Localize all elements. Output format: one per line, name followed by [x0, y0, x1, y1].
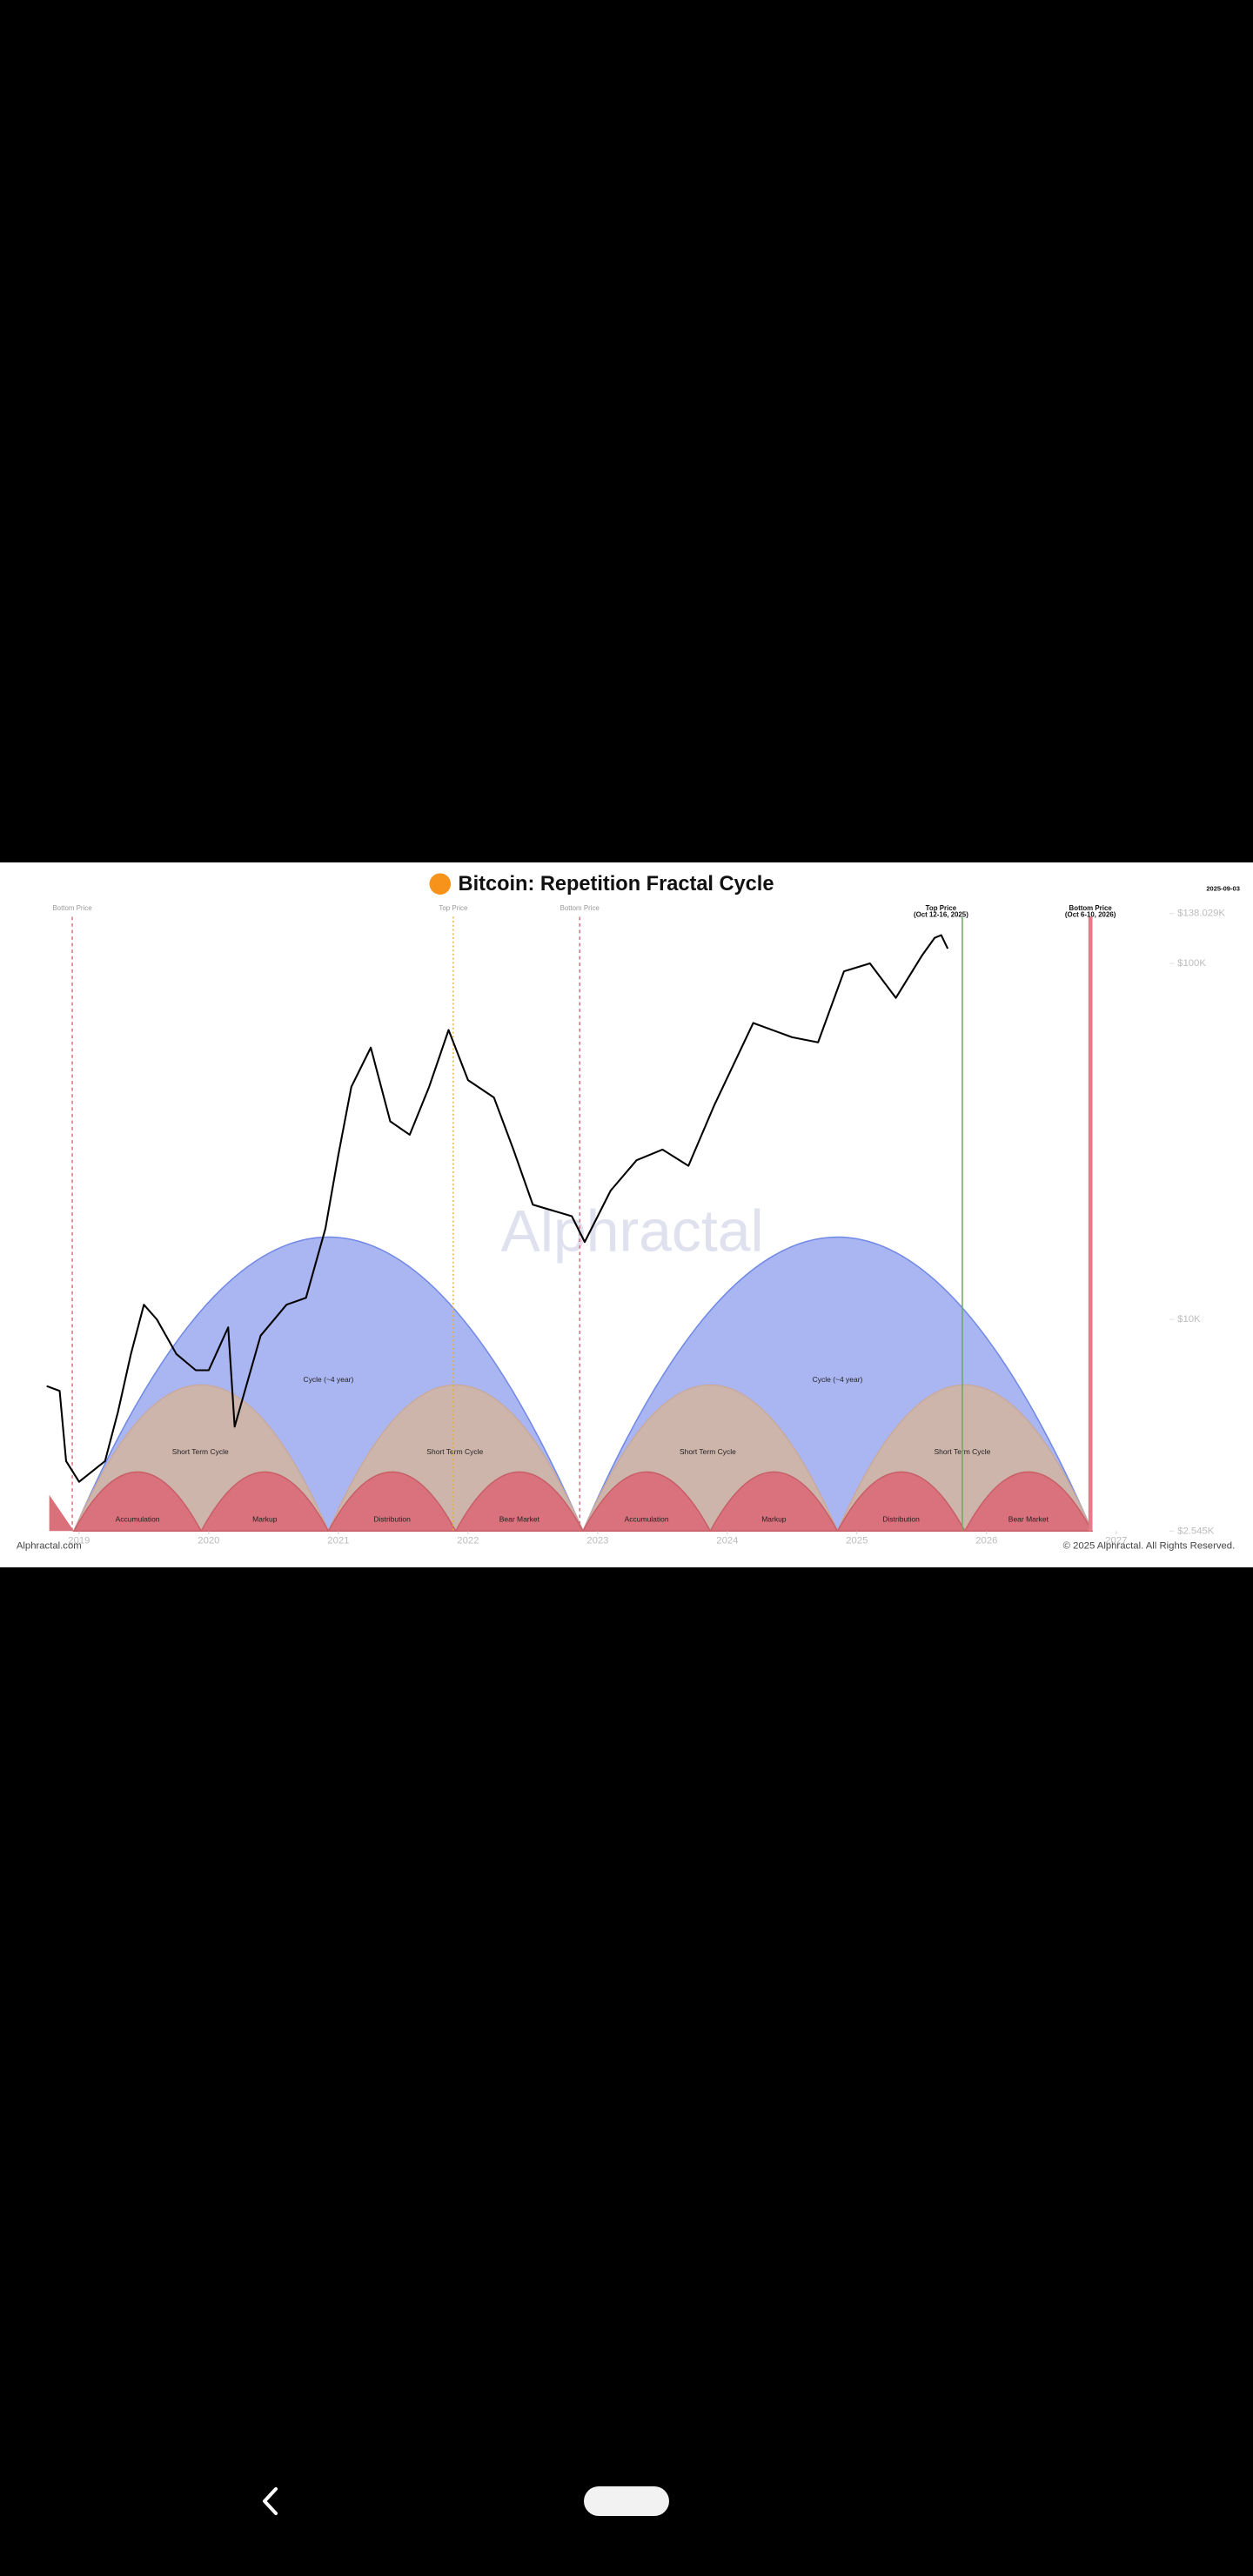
cycle-label: Cycle (~4 year)	[304, 1375, 354, 1384]
x-tick-label: 2026	[975, 1536, 997, 1546]
x-tick-label: 2021	[327, 1536, 349, 1546]
phase-label: Accumulation	[116, 1514, 160, 1523]
phase-label: Distribution	[373, 1514, 411, 1523]
y-tick-label: $2.545K	[1177, 1526, 1215, 1536]
phase-arc	[836, 1471, 967, 1533]
home-button[interactable]	[584, 2486, 669, 2516]
copyright-label: © 2025 Alphractal. All Rights Reserved.	[1063, 1540, 1236, 1551]
date-label: 2025-09-03	[1206, 884, 1240, 892]
phase-label: Bear Market	[1008, 1514, 1049, 1523]
phase-arc	[963, 1471, 1094, 1533]
x-tick-label: 2024	[716, 1536, 738, 1546]
x-tick-label: 2019	[68, 1536, 90, 1546]
chart: Bitcoin: Repetition Fractal Cycle 2025-0…	[0, 862, 1253, 1567]
annotation-label: Top Price	[439, 904, 468, 912]
x-tick-label: 2020	[198, 1536, 219, 1546]
phase-arc	[708, 1471, 839, 1533]
annotation-label: Bottom Price	[1069, 904, 1113, 912]
phase-arc	[327, 1471, 457, 1533]
x-tick-label: 2023	[586, 1536, 608, 1546]
phase-label: Bear Market	[499, 1514, 540, 1523]
y-tick-label: $138.029K	[1177, 909, 1225, 919]
short-cycle-label: Short Term Cycle	[680, 1447, 736, 1456]
cycle-label: Cycle (~4 year)	[813, 1375, 863, 1384]
x-tick-label: 2022	[457, 1536, 479, 1546]
phase-label: Distribution	[882, 1514, 920, 1523]
annotation-note: (Oct 6-10, 2026)	[1065, 911, 1116, 919]
phase-arc	[199, 1471, 330, 1533]
short-cycle-label: Short Term Cycle	[426, 1447, 483, 1456]
y-tick-label: $10K	[1177, 1314, 1201, 1325]
phase-arc	[72, 1471, 203, 1533]
phase-label: Markup	[761, 1514, 787, 1523]
chart-title: Bitcoin: Repetition Fractal Cycle	[459, 872, 774, 895]
annotation-label: Bottom Price	[52, 904, 92, 912]
short-cycle-label: Short Term Cycle	[172, 1447, 229, 1456]
annotation-label: Top Price	[926, 904, 957, 912]
price-line	[46, 934, 949, 1483]
x-tick-label: 2025	[846, 1536, 868, 1546]
phase-label: Accumulation	[625, 1514, 669, 1523]
source-label: Alphractal.com	[17, 1540, 82, 1551]
phase-arc	[581, 1471, 712, 1533]
watermark: Alphractal	[501, 1198, 764, 1265]
y-tick-label: $100K	[1177, 958, 1206, 969]
annotation-note: (Oct 12-16, 2025)	[914, 911, 968, 919]
phase-label: Markup	[252, 1514, 278, 1523]
annotation-label: Bottom Price	[560, 904, 600, 912]
phase-arc	[454, 1471, 585, 1533]
back-button[interactable]	[258, 2485, 284, 2517]
bitcoin-icon	[429, 873, 452, 895]
x-tick-label: 2027	[1105, 1536, 1127, 1546]
